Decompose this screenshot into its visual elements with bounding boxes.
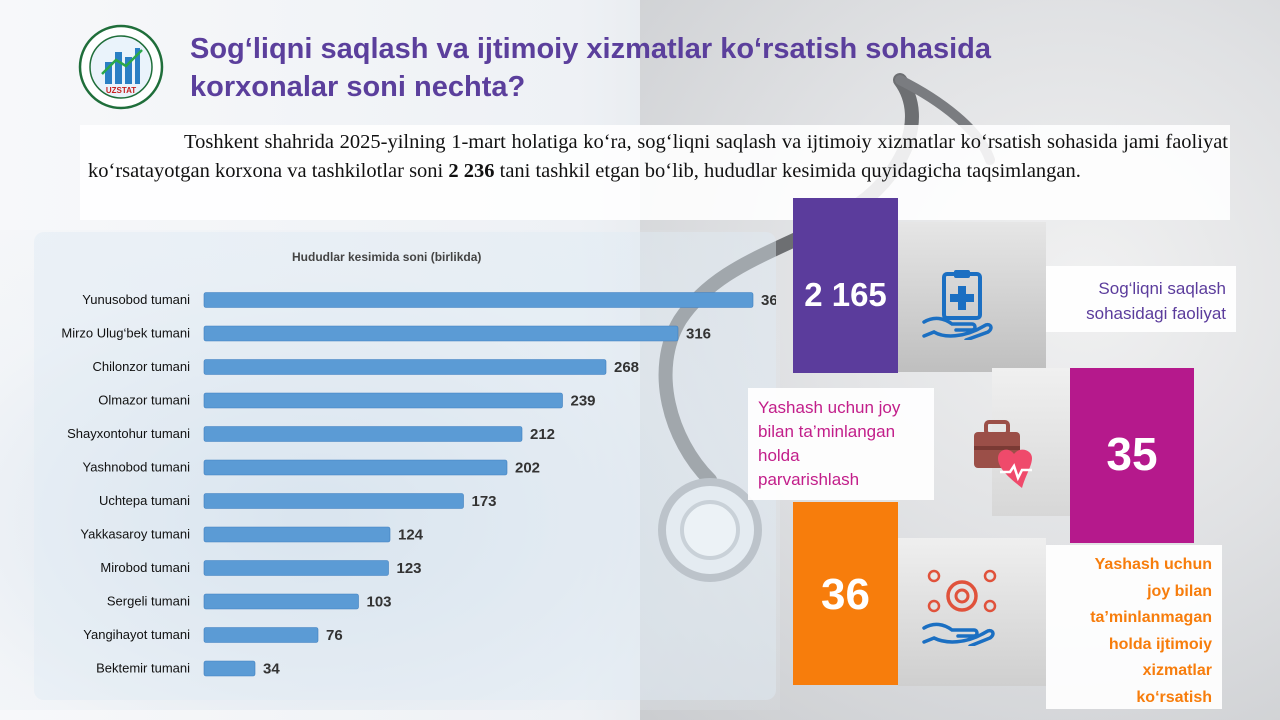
care-value: 35 [1106,428,1158,480]
title-line-1: Sog‘liqni saqlash va ijtimoiy xizmatlar … [190,33,991,65]
care-value-card [1070,368,1194,543]
category-label: Olmazor tumani [98,393,190,408]
social-label-line-4: holda ijtimoiy [1108,635,1212,653]
category-label: Yangihayot tumani [83,627,190,642]
bar [203,627,319,643]
intro-highlight: 2 236 [448,160,495,182]
data-label: 123 [397,560,422,577]
data-label: 366 [761,292,776,309]
bar [203,392,563,409]
data-label: 239 [571,393,596,410]
health-label-card [1046,266,1236,332]
social-icon-card [898,538,1046,686]
category-label: Yashnobod tumani [83,460,191,475]
data-label: 34 [263,661,280,678]
social-value-card [793,502,898,685]
bar [203,426,523,442]
bar [203,493,464,509]
data-label: 173 [472,493,497,510]
care-label: Yashash uchun joy bilan ta’minlangan hol… [758,396,928,492]
bar [203,359,607,375]
social-label-line-2: joy bilan [1147,582,1212,600]
social-care-hand-icon [922,569,997,646]
data-label: 316 [686,326,711,343]
category-label: Mirzo Ulug‘bek tumani [61,326,190,341]
bar [203,660,256,677]
social-label-line-3: ta’minlanmagan [1090,609,1212,626]
category-label: Sergeli tumani [107,594,190,609]
bar [203,292,754,308]
category-label: Mirobod tumani [100,560,190,575]
bar [203,325,679,342]
data-label: 268 [614,359,639,376]
care-label-line-2: bilan ta’minlangan [758,422,896,441]
logo-label: UZSTAT [106,86,136,95]
health-value: 2 165 [804,276,887,313]
page-title: Sog‘liqni saqlash va ijtimoiy xizmatlar … [190,30,1150,106]
bar-chart: Yunusobod tumani 366 Mirzo Ulug‘bek tumani… [61,292,776,678]
care-label-line-4: parvarishlash [758,470,860,489]
social-label-line-5: xizmatlar [1142,662,1212,679]
data-label: 212 [530,426,555,443]
category-label: Yakkasaroy tumani [80,527,190,542]
data-label: 124 [398,527,424,544]
social-value: 36 [821,570,870,619]
category-label: Yunusobod tumani [82,292,190,307]
care-label-line-1: Yashash uchun joy [758,398,901,417]
health-label-line-2: sohasidagi faoliyat [1086,304,1226,323]
care-label-card [748,388,934,500]
social-label: Yashash uchun joy bilan ta’minlanmagan h… [1056,552,1212,711]
data-label: 103 [367,594,392,611]
category-label: Chilonzor tumani [92,359,190,374]
medical-clipboard-hand-icon [922,270,993,340]
data-label: 202 [515,460,540,477]
social-label-line-1: Yashash uchun [1094,556,1212,573]
health-label-line-1: Sog‘liqni saqlash [1098,279,1226,298]
health-label: Sog‘liqni saqlash sohasidagi faoliyat [1046,276,1226,326]
bar [203,593,359,610]
intro-text-after: tani tashkil etgan bo‘lib, hududlar kesi… [494,160,1081,182]
data-label: 76 [326,627,343,644]
title-line-2: korxonalar soni nechta? [190,71,526,103]
social-label-card [1046,545,1222,709]
uzstat-logo: UZSTAT [78,24,164,110]
intro-text-before: Toshkent shahrida 2025-yilning 1-mart ho… [88,131,1228,182]
medical-bag-heart-icon [974,420,1032,488]
chart-title: Hududlar kesimida soni (birlikda) [292,250,482,264]
intro-paragraph: Toshkent shahrida 2025-yilning 1-mart ho… [80,125,1230,220]
bar [203,560,389,576]
care-label-line-3: holda [758,446,800,465]
social-label-line-6: ko‘rsatish [1136,688,1212,706]
category-label: Shayxontohur tumani [67,426,190,441]
bar [203,526,391,543]
category-label: Bektemir tumani [96,661,190,676]
category-label: Uchtepa tumani [99,493,190,508]
bar [203,459,508,476]
health-value-card [793,198,898,373]
